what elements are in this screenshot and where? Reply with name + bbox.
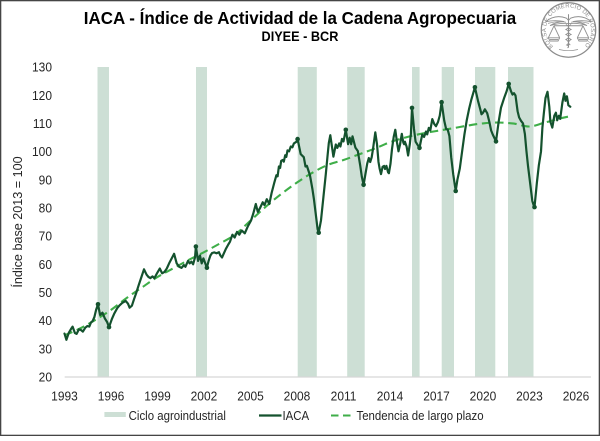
svg-text:Índice base 2013 = 100: Índice base 2013 = 100 (10, 156, 25, 287)
svg-text:2011: 2011 (331, 389, 357, 404)
svg-text:2005: 2005 (237, 389, 264, 404)
svg-text:2002: 2002 (191, 389, 218, 404)
svg-text:120: 120 (32, 88, 52, 103)
svg-text:2023: 2023 (516, 389, 543, 404)
svg-text:Tendencia de largo plazo: Tendencia de largo plazo (356, 408, 483, 423)
svg-text:50: 50 (39, 286, 52, 301)
svg-text:110: 110 (33, 117, 52, 132)
svg-text:100: 100 (32, 145, 52, 160)
svg-text:130: 130 (32, 60, 52, 75)
svg-text:20: 20 (39, 370, 52, 385)
svg-text:60: 60 (39, 257, 52, 272)
svg-text:1999: 1999 (144, 389, 171, 404)
svg-text:1996: 1996 (98, 389, 125, 404)
svg-text:DIYEE - BCR: DIYEE - BCR (262, 29, 339, 44)
svg-text:Ciclo agroindustrial: Ciclo agroindustrial (129, 408, 226, 423)
svg-text:IACA - Índice de Actividad de: IACA - Índice de Actividad de la Cadena … (84, 8, 517, 28)
svg-text:2020: 2020 (470, 389, 497, 404)
svg-text:30: 30 (39, 342, 52, 357)
svg-text:2026: 2026 (563, 389, 590, 404)
svg-text:90: 90 (39, 173, 52, 188)
svg-text:70: 70 (39, 229, 52, 244)
svg-text:80: 80 (39, 201, 52, 216)
svg-text:2008: 2008 (284, 389, 311, 404)
svg-text:IACA: IACA (282, 408, 309, 423)
svg-text:2014: 2014 (377, 389, 404, 404)
svg-text:1993: 1993 (51, 389, 78, 404)
svg-text:2017: 2017 (423, 389, 450, 404)
svg-text:40: 40 (39, 314, 52, 329)
